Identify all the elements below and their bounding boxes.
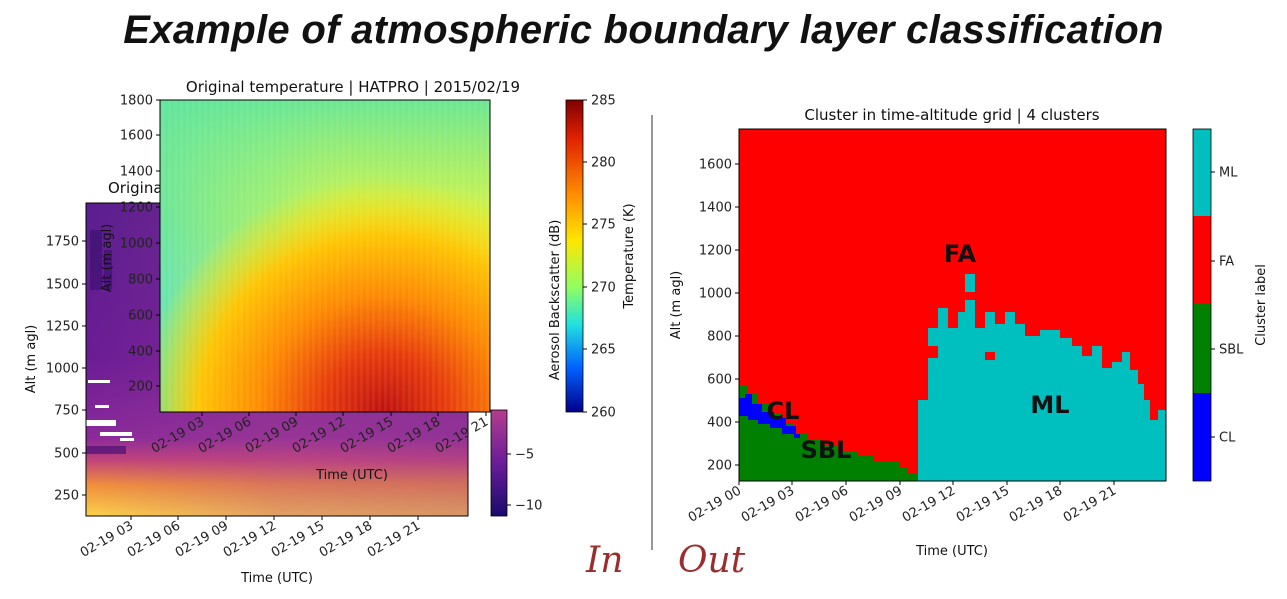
y-tick-label: 1750: [46, 235, 79, 250]
backscatter-xlabel: Time (UTC): [240, 571, 313, 586]
x-tick-label: 02-19 00: [686, 483, 744, 525]
x-tick-label: 02-19 21: [1061, 483, 1119, 525]
y-tick-label: 1250: [46, 320, 79, 335]
backscatter-cbar-label: Aerosol Backscatter (dB): [548, 220, 563, 381]
y-tick-label: 1200: [699, 244, 732, 259]
x-tick-label: 02-19 18: [317, 518, 375, 560]
region-label-cl: CL: [767, 397, 800, 425]
colorbar-tick-label: 265: [591, 343, 616, 358]
backscatter-cbar-ticks: −5 −10: [507, 448, 542, 514]
in-label: In: [585, 540, 623, 581]
cluster-sbl-region: [739, 386, 918, 481]
x-tick-label: 02-19 09: [173, 518, 231, 560]
y-tick-label: 1400: [120, 165, 153, 180]
out-label: Out: [678, 540, 746, 581]
cluster-xlabel: Time (UTC): [915, 544, 988, 559]
y-tick-label: 1800: [120, 94, 153, 109]
colorbar-tick-label: SBL: [1219, 343, 1244, 358]
x-tick-label: 02-19 09: [847, 483, 905, 525]
colorbar-tick-label: −10: [515, 499, 542, 514]
x-tick-label: 02-19 15: [269, 518, 327, 560]
colorbar-tick-label: −5: [515, 448, 534, 463]
y-tick-label: 400: [707, 416, 732, 431]
x-tick-label: 02-19 06: [793, 483, 851, 525]
y-tick-label: 1400: [699, 201, 732, 216]
x-tick-label: 02-19 03: [739, 483, 797, 525]
temperature-colorbar: [565, 99, 584, 413]
colorbar-tick-label: 285: [591, 94, 616, 109]
temperature-yticks: 200 400 600 800 1000 1200 1400 1600 1800: [120, 94, 160, 395]
y-tick-label: 400: [128, 345, 153, 360]
x-tick-label: 02-19 06: [125, 518, 183, 560]
region-label-sbl: SBL: [801, 436, 852, 464]
backscatter-colorbar: [490, 409, 508, 517]
backscatter-noise: [86, 230, 134, 454]
y-tick-label: 800: [707, 330, 732, 345]
colorbar-tick-label: FA: [1219, 255, 1234, 270]
cluster-plot: Cluster in time-altitude grid | 4 cluste…: [669, 106, 1269, 559]
cluster-ml-region: [918, 300, 1166, 481]
backscatter-yticks: 250 500 750 1000 1250 1500 1750: [46, 235, 86, 504]
x-tick-label: 02-19 12: [900, 483, 958, 525]
x-tick-label: 02-19 03: [78, 518, 136, 560]
colorbar-tick-label: 270: [591, 281, 616, 296]
backscatter-title: Original: [108, 179, 167, 197]
y-tick-label: 600: [707, 373, 732, 388]
colorbar-tick-label: ML: [1219, 166, 1238, 181]
temperature-xlabel: Time (UTC): [315, 468, 388, 483]
y-tick-label: 600: [128, 309, 153, 324]
temperature-cbar-ticks: 285 280 275 270 265 260: [583, 94, 616, 421]
temperature-cbar-label: Temperature (K): [622, 203, 637, 309]
y-tick-label: 250: [54, 489, 79, 504]
colorbar-tick-label: 275: [591, 218, 616, 233]
x-tick-label: 02-19 15: [954, 483, 1012, 525]
y-tick-label: 1000: [46, 362, 79, 377]
x-tick-label: 02-19 21: [365, 518, 423, 560]
cluster-cbar-ticks: ML FA SBL CL: [1211, 166, 1244, 446]
region-label-ml: ML: [1030, 391, 1069, 419]
y-tick-label: 1000: [120, 237, 153, 252]
y-tick-label: 1000: [699, 287, 732, 302]
colorbar-tick-label: CL: [1219, 431, 1236, 446]
y-tick-label: 500: [54, 447, 79, 462]
y-tick-label: 800: [128, 273, 153, 288]
temperature-title: Original temperature | HATPRO | 2015/02/…: [186, 78, 520, 96]
colorbar-tick-label: 280: [591, 156, 616, 171]
region-label-fa: FA: [944, 240, 977, 268]
backscatter-ylabel: Alt (m agl): [24, 325, 39, 394]
cluster-title: Cluster in time-altitude grid | 4 cluste…: [804, 106, 1099, 124]
x-tick-label: 02-19 18: [1007, 483, 1065, 525]
y-tick-label: 1500: [46, 278, 79, 293]
cluster-colorbar: [1192, 128, 1212, 482]
colorbar-tick-label: 260: [591, 406, 616, 421]
page-title: Example of atmospheric boundary layer cl…: [123, 8, 1164, 52]
x-tick-label: 02-19 12: [221, 518, 279, 560]
cluster-cbar-label: Cluster label: [1254, 264, 1269, 346]
y-tick-label: 750: [54, 404, 79, 419]
y-tick-label: 1600: [120, 129, 153, 144]
cluster-yticks: 200 400 600 800 1000 1200 1400 1600: [699, 158, 739, 474]
temperature-ylabel: Alt (m agl): [100, 224, 115, 293]
y-tick-label: 1200: [120, 201, 153, 216]
y-tick-label: 200: [128, 380, 153, 395]
cluster-ylabel: Alt (m agl): [669, 271, 684, 340]
y-tick-label: 200: [707, 459, 732, 474]
y-tick-label: 1600: [699, 158, 732, 173]
cluster-cl-region: [739, 394, 800, 438]
